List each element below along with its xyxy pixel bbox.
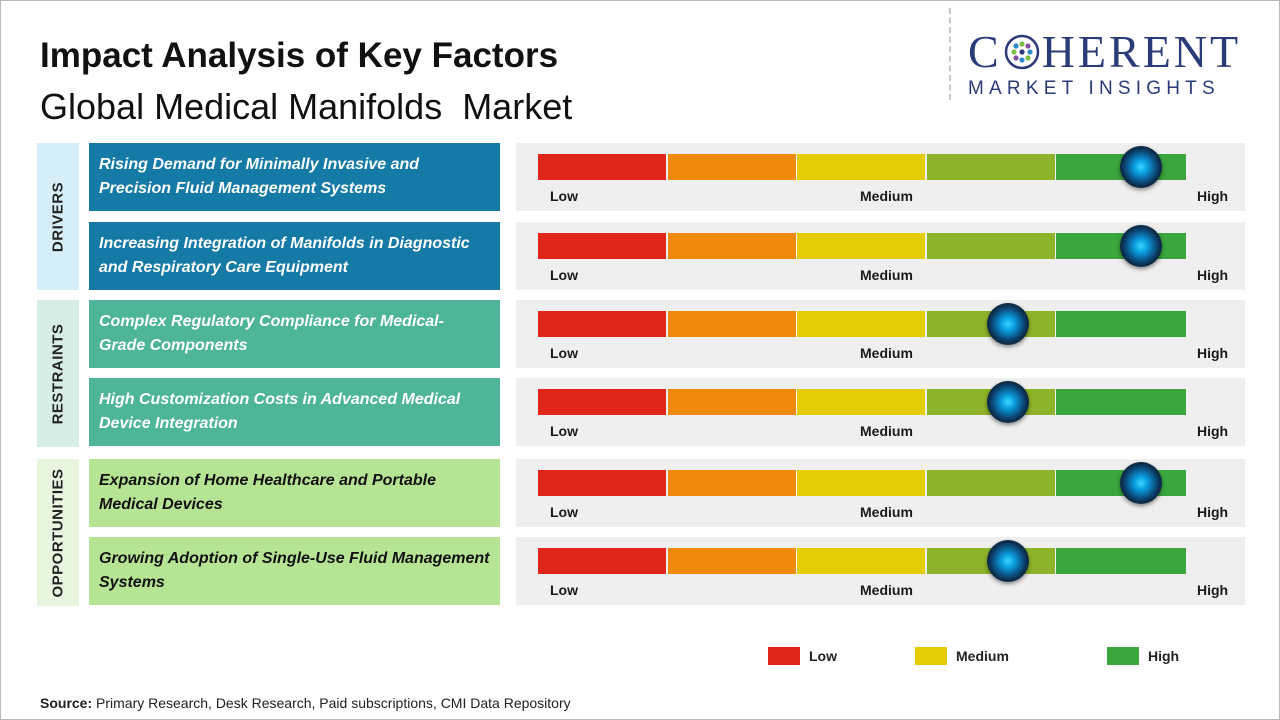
scale-segment (667, 470, 796, 496)
scale-segment (538, 154, 667, 180)
scale-tick-high: High (1197, 423, 1229, 439)
factor-text: Increasing Integration of Manifolds in D… (99, 235, 470, 276)
factor-box: Complex Regulatory Compliance for Medica… (89, 300, 500, 368)
page-subtitle: Global Medical Manifolds Market (40, 86, 573, 127)
scale-tick-low: Low (550, 582, 578, 598)
legend-swatch-low (768, 647, 800, 665)
scale-tick-high: High (1197, 188, 1229, 204)
source-text: Primary Research, Desk Research, Paid su… (96, 695, 571, 711)
legend-label-low: Low (809, 648, 837, 664)
factor-text: High Customization Costs in Advanced Med… (99, 391, 461, 432)
category-restraints: RESTRAINTS (37, 300, 79, 447)
page-title: Impact Analysis of Key Factors (40, 36, 559, 75)
scale-tick-medium: Medium (860, 345, 913, 361)
legend-label-medium: Medium (956, 648, 1009, 664)
scale-tick-low: Low (550, 188, 578, 204)
scale-segment (538, 548, 667, 574)
category-label: DRIVERS (49, 181, 67, 252)
scale-tick-low: Low (550, 423, 578, 439)
factor-text: Expansion of Home Healthcare and Portabl… (99, 472, 436, 513)
legend-label-high: High (1148, 648, 1180, 664)
logo-wordmark: C HERENT (968, 26, 1242, 77)
category-label: RESTRAINTS (49, 323, 67, 424)
scale-segment (797, 470, 926, 496)
factor-box: Expansion of Home Healthcare and Portabl… (89, 459, 500, 527)
scale-tick-medium: Medium (860, 504, 913, 520)
scale-segment (538, 311, 667, 337)
company-logo: C HERENT MARKET INSIGHTS (968, 28, 1260, 100)
category-opportunities: OPPORTUNITIES (37, 459, 79, 606)
scale-segment (538, 470, 667, 496)
scale-segment (1056, 389, 1186, 415)
scale-tick-low: Low (550, 504, 578, 520)
scale-segment (797, 233, 926, 259)
impact-indicator (1119, 146, 1162, 188)
impact-indicator (986, 381, 1029, 423)
scale-tick-medium: Medium (860, 423, 913, 439)
scale-segment (667, 311, 796, 337)
scale-segment (926, 154, 1055, 180)
scale-segment (667, 389, 796, 415)
scale-segment (926, 233, 1055, 259)
scale-segment (797, 154, 926, 180)
scale-tick-high: High (1197, 267, 1229, 283)
scale-segment (1056, 311, 1186, 337)
impact-indicator (1119, 462, 1162, 504)
legend-swatch-high (1107, 647, 1139, 665)
category-label: OPPORTUNITIES (49, 467, 67, 598)
scale-segment (667, 154, 796, 180)
scale-segment (538, 389, 667, 415)
factor-box: High Customization Costs in Advanced Med… (89, 378, 500, 446)
scale-tick-medium: Medium (860, 582, 913, 598)
logo-dot-grid-icon (1004, 34, 1039, 70)
scale-tick-high: High (1197, 345, 1229, 361)
scale-tick-medium: Medium (860, 188, 913, 204)
scale-segment (667, 233, 796, 259)
factor-box: Growing Adoption of Single-Use Fluid Man… (89, 537, 500, 605)
factor-text: Growing Adoption of Single-Use Fluid Man… (99, 550, 490, 591)
scale-segment (797, 311, 926, 337)
factor-box: Rising Demand for Minimally Invasive and… (89, 143, 500, 211)
impact-indicator (986, 303, 1029, 345)
scale-tick-high: High (1197, 582, 1229, 598)
scale-tick-medium: Medium (860, 267, 913, 283)
source-note: Source: Primary Research, Desk Research,… (40, 695, 571, 711)
impact-indicator (1119, 225, 1162, 267)
factor-text: Rising Demand for Minimally Invasive and… (99, 156, 420, 197)
category-drivers: DRIVERS (37, 143, 79, 290)
impact-indicator (986, 540, 1029, 582)
scale-segment (797, 548, 926, 574)
scale-tick-high: High (1197, 504, 1229, 520)
legend-swatch-medium (915, 647, 947, 665)
scale-segment (538, 233, 667, 259)
scale-tick-low: Low (550, 267, 578, 283)
scale-segment (797, 389, 926, 415)
factor-text: Complex Regulatory Compliance for Medica… (99, 313, 444, 354)
logo-tagline: MARKET INSIGHTS (968, 78, 1220, 99)
scale-segment (926, 470, 1055, 496)
scale-segment (667, 548, 796, 574)
source-label: Source: (40, 695, 93, 711)
scale-segment (1056, 548, 1186, 574)
header-divider (949, 8, 951, 100)
factor-box: Increasing Integration of Manifolds in D… (89, 222, 500, 290)
scale-tick-low: Low (550, 345, 578, 361)
